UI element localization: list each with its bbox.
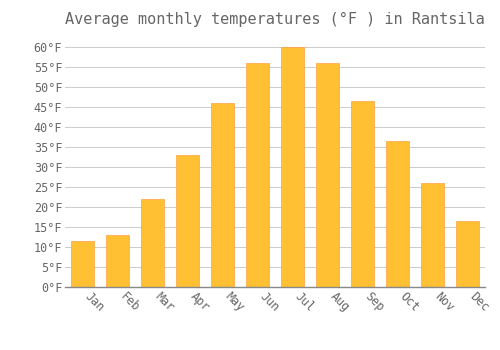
Bar [176,155,199,287]
Bar [246,63,269,287]
Bar [106,235,129,287]
Bar [316,63,339,287]
Bar [211,103,234,287]
Bar [281,47,304,287]
Bar [141,199,164,287]
Bar [71,241,94,287]
Bar [386,141,409,287]
Bar [351,101,374,287]
Title: Average monthly temperatures (°F ) in Rantsila: Average monthly temperatures (°F ) in Ra… [65,12,485,27]
Bar [421,183,444,287]
Bar [456,221,479,287]
